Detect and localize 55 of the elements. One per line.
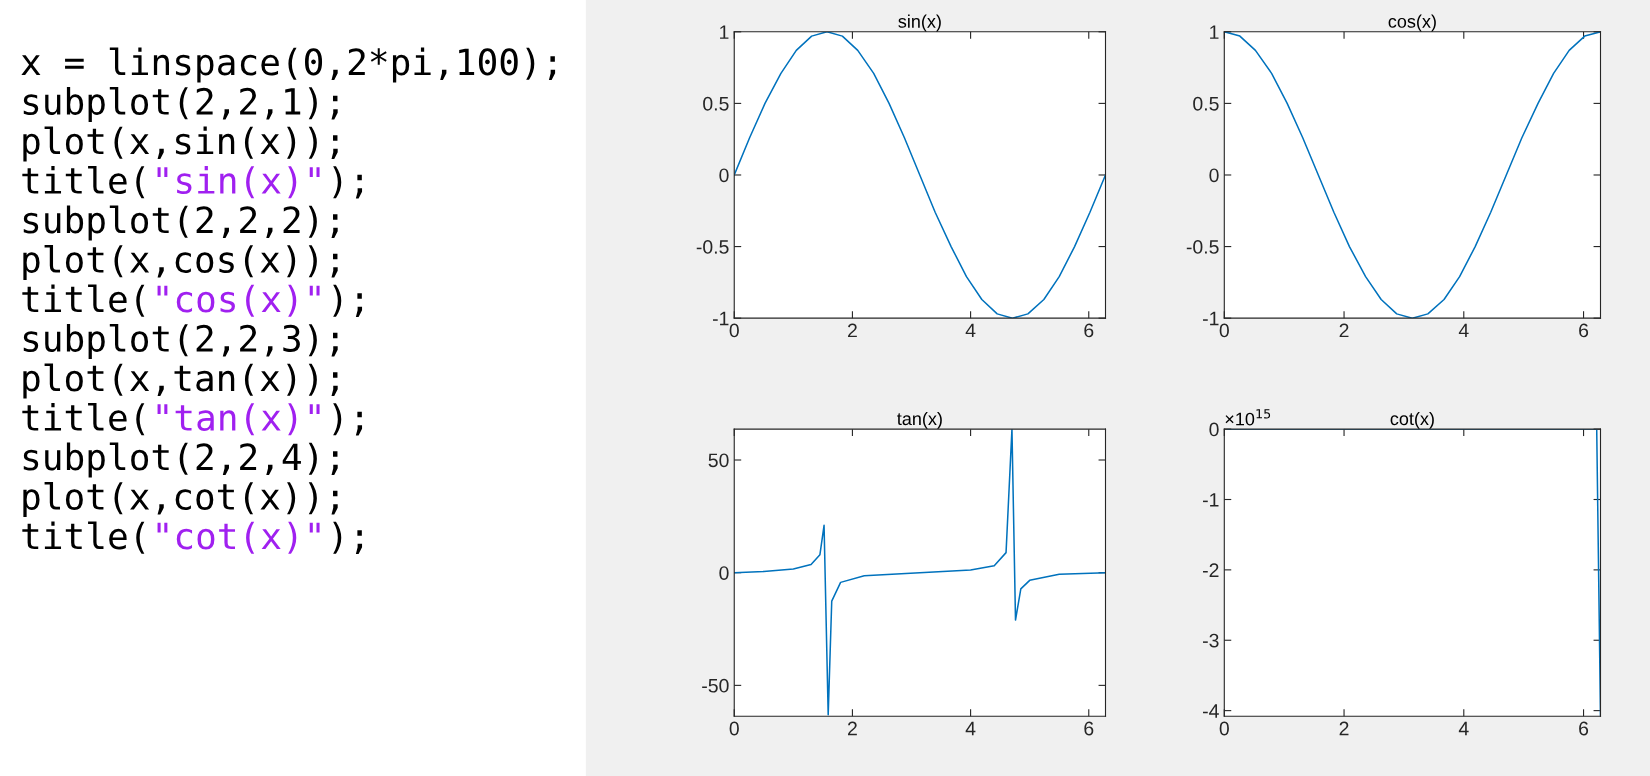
x-tick-label: 0 (1219, 323, 1229, 338)
y-tick-label: 1 (1210, 25, 1219, 39)
text: plot(x,cot(x)); (23, 481, 338, 518)
text: plot(x,tan(x)); (23, 363, 338, 399)
x-tick-label: 2 (847, 721, 857, 736)
text: title("cot(x)"); (22, 521, 363, 555)
y-tick-label: 0 (719, 168, 729, 183)
y-tick-label: 1 (720, 25, 729, 39)
x-tick-label: 4 (1458, 323, 1469, 338)
x-tick-label: 6 (1579, 323, 1589, 338)
y-tick-label: 0.5 (703, 96, 729, 111)
y-tick-label: 0 (719, 566, 729, 580)
x-tick-label: 0 (729, 721, 739, 736)
y-tick-label: -3 (1203, 633, 1219, 648)
y-tick-label: -1 (1203, 311, 1219, 326)
text: plot(x,sin(x)); (23, 126, 338, 162)
line-series (1224, 31, 1601, 319)
x-tick-label: 2 (847, 323, 857, 338)
text: x = linspace(0,2*pi,100); (21, 47, 556, 83)
x-tick-label: 2 (1339, 721, 1349, 736)
chart-title: cos(x) (1388, 14, 1436, 32)
line-series (734, 429, 1106, 716)
y-tick-label: -2 (1203, 563, 1219, 577)
x-tick-label: 6 (1084, 323, 1094, 338)
y-tick-label: 0.5 (1193, 96, 1219, 111)
x-tick-label: 6 (1579, 721, 1589, 736)
x-tick-label: 0 (1219, 721, 1229, 736)
text: title("sin(x)"); (22, 165, 363, 199)
x-tick-label: 2 (1339, 323, 1349, 338)
y-tick-label: -50 (702, 678, 729, 693)
y-tick-label: -1 (1203, 493, 1219, 507)
x-tick-label: 4 (1458, 721, 1469, 736)
y-tick-label: -4 (1203, 704, 1219, 718)
text: title("cos(x)"); (22, 284, 363, 318)
text: subplot(2,2,4); (23, 442, 338, 478)
x-tick-label: 4 (965, 323, 976, 338)
y-tick-label: 50 (708, 453, 729, 468)
text: title("tan(x)"); (22, 402, 363, 436)
chart-title: sin(x) (898, 14, 941, 32)
text: subplot(2,2,2); (23, 205, 338, 241)
y-tick-label: -0.5 (1186, 240, 1219, 254)
x-tick-label: 6 (1084, 721, 1094, 736)
chart-title: tan(x) (897, 411, 942, 429)
y-tick-label: -0.5 (696, 240, 729, 254)
text: plot(x,cos(x)); (23, 244, 338, 281)
text: subplot(2,2,1); (23, 86, 338, 123)
text: subplot(2,2,3); (23, 323, 338, 360)
chart-title: cot(x) (1390, 411, 1434, 429)
y-tick-label: 0 (1209, 422, 1219, 437)
x-tick-label: 4 (965, 721, 976, 736)
y-tick-label: -1 (712, 311, 729, 326)
y-tick-label: 0 (1209, 168, 1219, 183)
x-tick-label: 0 (729, 323, 739, 338)
text: ×10$^{15}$ (1225, 409, 1271, 426)
line-series (734, 31, 1106, 319)
